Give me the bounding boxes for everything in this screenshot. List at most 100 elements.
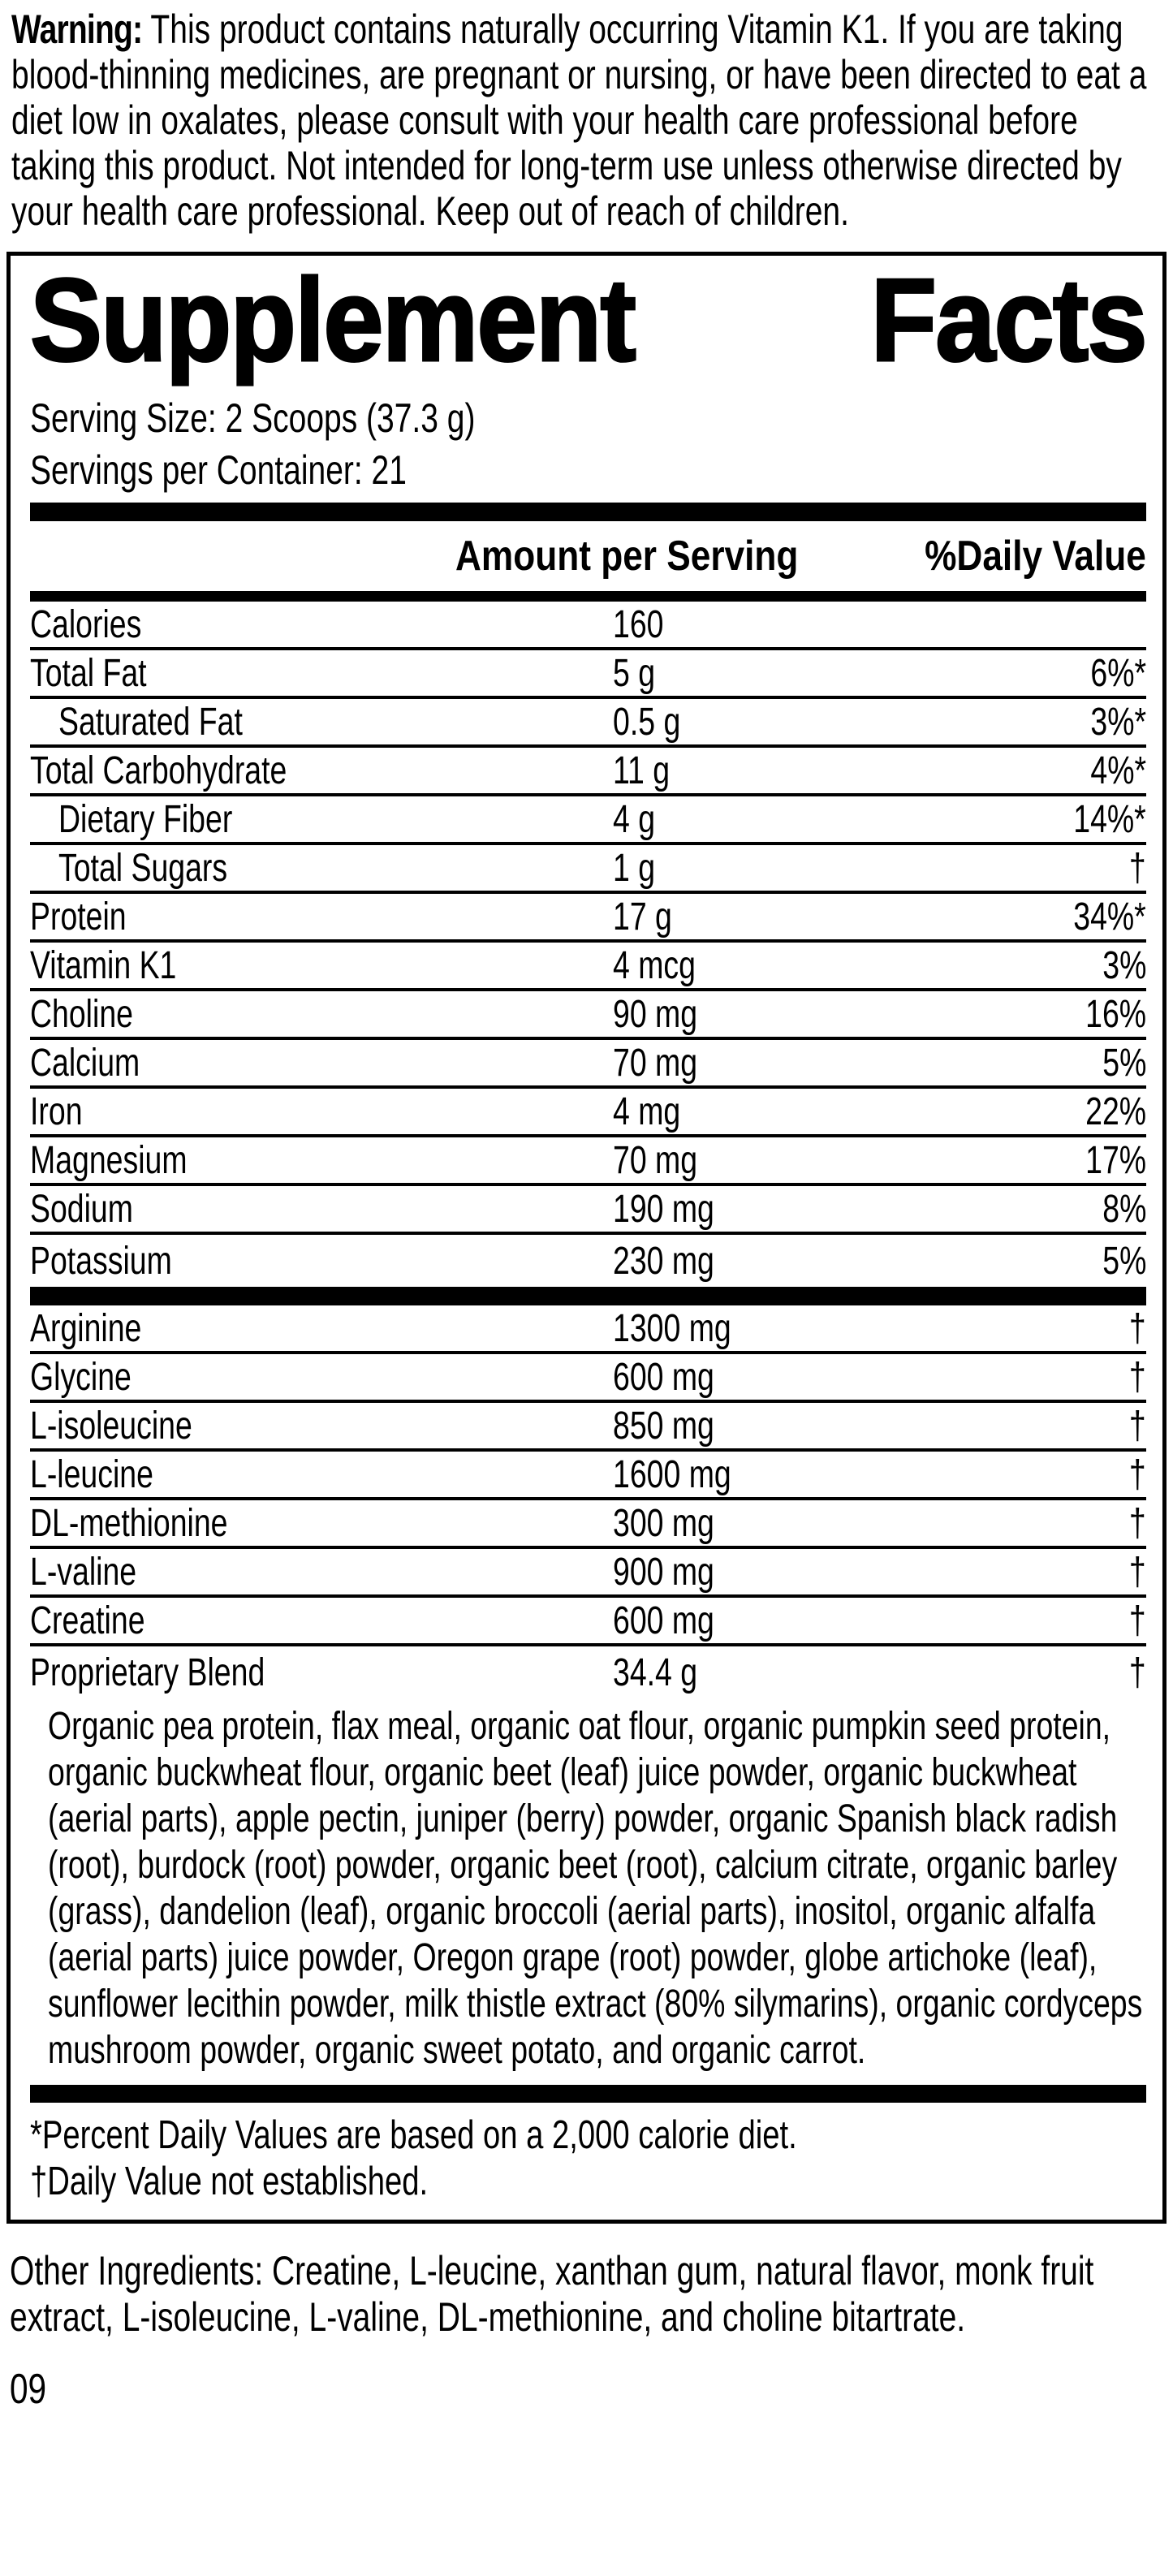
table-row: Total Fat 5 g 6%* [30,650,1146,699]
row-amount: 4 mcg [613,943,696,987]
row-amount: 190 mg [613,1187,714,1231]
row-amount: 11 g [613,749,671,792]
row-amount: 300 mg [613,1501,714,1545]
row-amount: 5 g [613,651,656,695]
row-amount: 70 mg [613,1041,698,1085]
table-row: Iron 4 mg 22% [30,1089,1146,1137]
row-amount: 1600 mg [613,1452,731,1496]
footnotes: *Percent Daily Values are based on a 2,0… [30,2103,1146,2220]
row-name: Saturated Fat [58,700,243,744]
nutrient-table-amino: Arginine 1300 mg † Glycine 600 mg † L-isoleuci… [30,1305,1146,1698]
table-row: L-valine 900 mg † [30,1549,1146,1598]
row-name: Creatine [30,1599,145,1642]
row-daily-value: † [1129,1355,1146,1399]
serving-size: Serving Size: 2 Scoops (37.3 g) [30,395,476,441]
row-amount: 1300 mg [613,1306,731,1350]
row-amount: 4 mg [613,1090,681,1133]
table-row: DL-methionine 300 mg † [30,1500,1146,1549]
table-row: Choline 90 mg 16% [30,991,1146,1040]
table-row: Protein 17 g 34%* [30,894,1146,943]
row-amount: 1 g [613,846,656,890]
table-row: Potassium 230 mg 5% [30,1235,1146,1287]
row-daily-value: 5% [1102,1239,1146,1283]
row-name: Calories [30,602,142,646]
title-word-facts: Facts [869,254,1149,386]
row-daily-value: † [1129,1452,1146,1496]
row-amount: 4 g [613,797,656,841]
column-header-daily-value: %Daily Value [925,533,1146,580]
row-amount: 600 mg [613,1355,714,1399]
title-word-supplement: Supplement [29,254,638,386]
row-daily-value: 22% [1085,1090,1146,1133]
row-daily-value: † [1129,846,1146,890]
row-amount: 34.4 g [613,1650,698,1694]
row-amount: 230 mg [613,1239,714,1283]
row-amount: 160 [613,602,664,646]
row-daily-value: 14%* [1073,797,1146,841]
row-name: Sodium [30,1187,133,1231]
table-row: Proprietary Blend 34.4 g † [30,1646,1146,1698]
row-daily-value: † [1129,1650,1146,1694]
row-daily-value: 3%* [1090,700,1146,744]
row-daily-value: † [1129,1306,1146,1350]
row-amount: 600 mg [613,1599,714,1642]
table-row: Sodium 190 mg 8% [30,1186,1146,1235]
row-daily-value: 8% [1102,1187,1146,1231]
row-daily-value: † [1129,1501,1146,1545]
row-daily-value: 4%* [1090,749,1146,792]
row-name: Calcium [30,1041,140,1085]
row-daily-value: † [1129,1404,1146,1448]
row-amount: 70 mg [613,1138,698,1182]
row-name: Proprietary Blend [30,1650,265,1694]
warning-text: Warning: This product contains naturally… [0,0,1173,234]
table-row: Calories 160 [30,602,1146,650]
nutrient-table-main: Calories 160 Total Fat 5 g 6%* Saturated Fat 0… [30,602,1146,1287]
row-name: Protein [30,895,127,938]
table-row: Saturated Fat 0.5 g 3%* [30,699,1146,748]
separator-bar-top [30,503,1146,521]
row-amount: 17 g [613,895,672,938]
separator-bar-header [30,591,1146,602]
row-amount: 850 mg [613,1404,714,1448]
serving-info: Serving Size: 2 Scoops (37.3 g) Servings… [30,392,1146,496]
warning-label: Warning: [11,6,143,52]
row-name: Total Sugars [58,846,228,890]
row-amount: 90 mg [613,992,698,1036]
row-name: Choline [30,992,133,1036]
row-name: L-leucine [30,1452,153,1496]
row-name: Total Carbohydrate [30,749,287,792]
row-name: L-valine [30,1550,137,1594]
row-name: Dietary Fiber [58,797,233,841]
proprietary-blend-description: Organic pea protein, flax meal, organic … [48,1705,1143,2072]
table-header-row: Amount per Serving %Daily Value [30,521,1146,591]
table-row: Magnesium 70 mg 17% [30,1137,1146,1186]
row-daily-value [954,602,1146,647]
row-name: Arginine [30,1306,142,1350]
other-ingredients: Other Ingredients: Creatine, L-leucine, … [10,2248,1094,2340]
row-daily-value: 6%* [1090,651,1146,695]
row-amount: 0.5 g [613,700,681,744]
table-row: Dietary Fiber 4 g 14%* [30,796,1146,845]
row-amount: 900 mg [613,1550,714,1594]
row-name: Potassium [30,1239,172,1283]
row-name: Vitamin K1 [30,943,177,987]
table-row: Vitamin K1 4 mcg 3% [30,943,1146,991]
footnote-dagger: †Daily Value not established. [30,2160,429,2203]
row-daily-value: 34%* [1073,895,1146,938]
row-name: Total Fat [30,651,147,695]
row-daily-value: † [1129,1550,1146,1594]
row-name: DL-methionine [30,1501,228,1545]
row-daily-value: 5% [1102,1041,1146,1085]
row-name: Glycine [30,1355,132,1399]
table-row: L-isoleucine 850 mg † [30,1403,1146,1452]
table-row: Total Sugars 1 g † [30,845,1146,894]
table-row: Calcium 70 mg 5% [30,1040,1146,1089]
row-daily-value: 17% [1085,1138,1146,1182]
separator-bar-footnote [30,2085,1146,2103]
row-daily-value: 16% [1085,992,1146,1036]
warning-body: This product contains naturally occurrin… [11,6,1147,234]
table-row: Total Carbohydrate 11 g 4%* [30,748,1146,796]
table-row: Glycine 600 mg † [30,1354,1146,1403]
table-row: Arginine 1300 mg † [30,1305,1146,1354]
